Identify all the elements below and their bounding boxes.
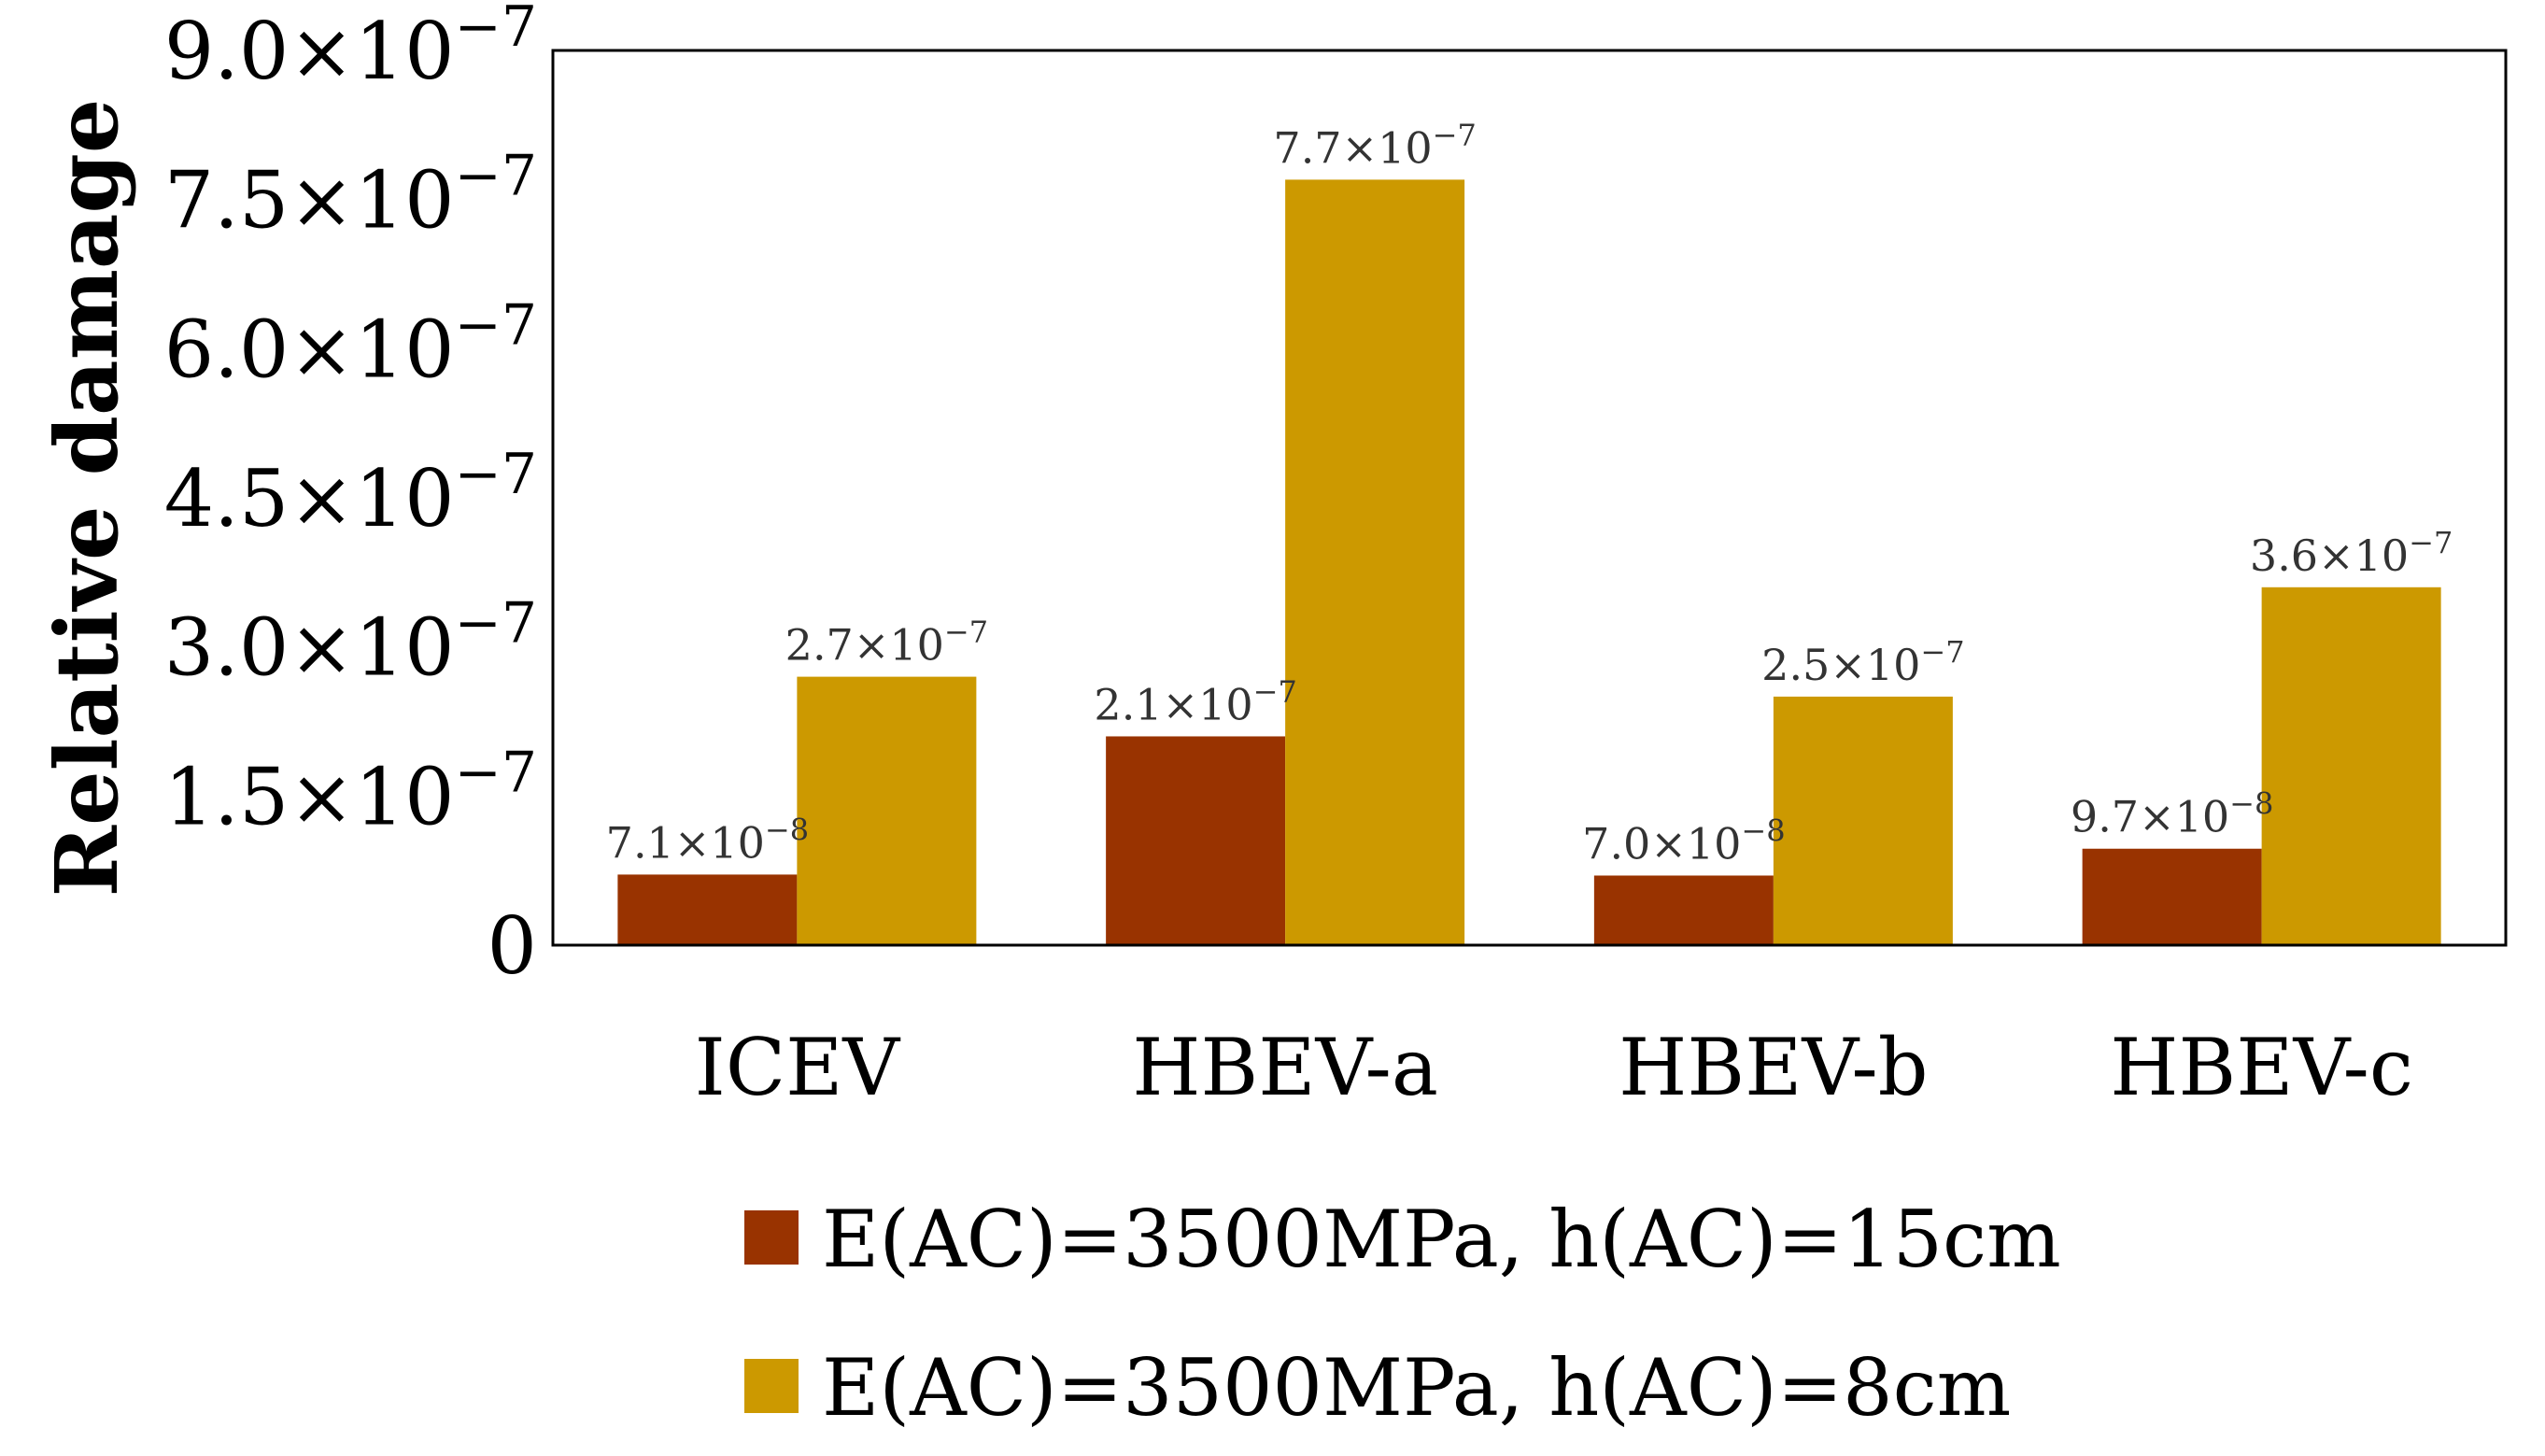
y-tick-label: 3.0×10−7 <box>164 591 537 694</box>
bar <box>1773 696 1953 945</box>
data-label: 7.0×10−8 <box>1582 813 1785 869</box>
legend-label: E(AC)=3500MPa, h(AC)=15cm <box>822 1194 2061 1285</box>
data-label-mantissa: 3.6×10 <box>2250 530 2409 581</box>
data-label-exponent: −7 <box>2409 525 2453 560</box>
y-axis-ticks: 01.5×10−73.0×10−74.5×10−76.0×10−77.5×10−… <box>164 0 537 992</box>
data-label-exponent: −7 <box>1433 117 1477 152</box>
y-tick-label-mantissa: 1.5×10 <box>164 751 455 842</box>
data-label-mantissa: 7.1×10 <box>606 817 765 868</box>
legend-swatch <box>744 1210 799 1265</box>
y-tick-label-mantissa: 9.0×10 <box>164 6 455 97</box>
legend: E(AC)=3500MPa, h(AC)=15cm E(AC)=3500MPa, … <box>744 1194 2061 1434</box>
data-labels-group: 7.1×10−82.1×10−77.0×10−8 9.7×10−82.7×10−7… <box>606 117 2453 869</box>
data-label-exponent: −8 <box>1741 813 1785 848</box>
x-axis-ticks: ICEV HBEV-a HBEV-b HBEV-c <box>695 1022 2413 1113</box>
bar <box>1285 179 1465 945</box>
y-axis-label: Relative damage <box>36 99 137 898</box>
data-label-exponent: −7 <box>1253 673 1297 709</box>
data-label: 9.7×10−8 <box>2071 786 2273 842</box>
data-label-mantissa: 2.1×10 <box>1094 679 1252 729</box>
bar <box>2082 848 2262 945</box>
plot-area-frame <box>551 49 2508 947</box>
data-label-exponent: −8 <box>765 812 809 847</box>
y-tick-label-mantissa: 0 <box>488 900 537 992</box>
data-label: 7.1×10−8 <box>606 812 809 868</box>
y-tick-label-exponent: −7 <box>455 591 537 657</box>
y-tick-label-mantissa: 6.0×10 <box>164 304 455 395</box>
y-tick-label: 0 <box>488 900 537 992</box>
data-label: 7.7×10−7 <box>1273 117 1476 173</box>
y-tick-label: 9.0×10−7 <box>164 0 537 97</box>
x-tick-label: HBEV-a <box>1132 1022 1438 1113</box>
data-label-mantissa: 7.0×10 <box>1582 818 1741 869</box>
y-tick-label-mantissa: 7.5×10 <box>164 155 455 247</box>
y-tick-label-exponent: −7 <box>455 740 537 805</box>
x-tick-label: HBEV-c <box>2110 1022 2413 1113</box>
y-tick-label-exponent: −7 <box>455 144 537 209</box>
data-label-exponent: −7 <box>944 615 988 650</box>
bar <box>617 874 798 945</box>
data-label-exponent: −7 <box>1920 634 1964 670</box>
y-tick-label-exponent: −7 <box>455 292 537 358</box>
y-tick-label-mantissa: 3.0×10 <box>164 602 455 694</box>
y-tick-label: 6.0×10−7 <box>164 292 537 395</box>
y-tick-label: 1.5×10−7 <box>164 740 537 842</box>
y-tick-label: 4.5×10−7 <box>164 442 537 544</box>
data-label: 2.7×10−7 <box>785 615 988 671</box>
data-label: 2.1×10−7 <box>1094 673 1296 729</box>
bar <box>2261 587 2441 945</box>
data-label-mantissa: 9.7×10 <box>2071 792 2229 842</box>
y-axis-label-group: Relative damage <box>36 99 137 898</box>
x-tick-label: ICEV <box>695 1022 901 1113</box>
bar <box>797 676 977 945</box>
y-tick-label-mantissa: 4.5×10 <box>164 453 455 544</box>
data-label: 3.6×10−7 <box>2250 525 2453 581</box>
data-label-mantissa: 7.7×10 <box>1273 122 1432 173</box>
data-label-mantissa: 2.5×10 <box>1761 640 1920 690</box>
legend-label: E(AC)=3500MPa, h(AC)=8cm <box>822 1342 2011 1434</box>
y-tick-label: 7.5×10−7 <box>164 144 537 247</box>
data-label-mantissa: 2.7×10 <box>785 620 944 671</box>
y-tick-label-exponent: −7 <box>455 442 537 507</box>
y-tick-label-exponent: −7 <box>455 0 537 60</box>
data-label-exponent: −8 <box>2229 786 2273 822</box>
bar <box>1593 875 1774 945</box>
bar <box>1106 736 1286 945</box>
legend-swatch <box>744 1359 799 1413</box>
x-tick-label: HBEV-b <box>1619 1022 1928 1113</box>
data-label: 2.5×10−7 <box>1761 634 1964 690</box>
bars-group <box>617 179 2441 945</box>
